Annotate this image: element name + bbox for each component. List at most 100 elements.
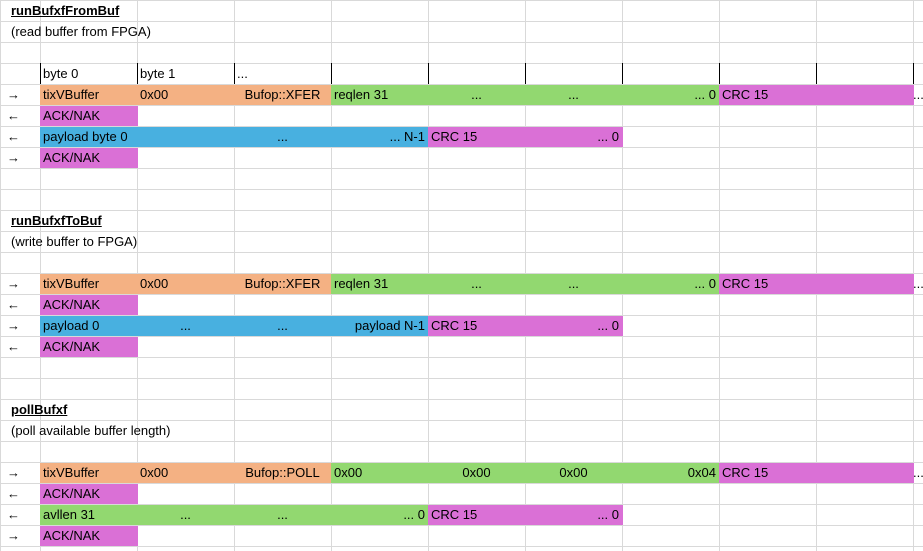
field-cell: 0x00 xyxy=(140,465,169,480)
field-cell: 0x00 xyxy=(334,465,363,480)
header-separator xyxy=(719,63,720,84)
field-cell: ACK/NAK xyxy=(43,528,101,543)
field-fill-green xyxy=(234,505,332,525)
byte-header: byte 1 xyxy=(140,66,176,81)
field-cell: 0x00 xyxy=(559,465,588,480)
field-fill-magenta xyxy=(40,148,138,168)
field-cell: tixVBuffer xyxy=(43,276,100,291)
field-fill-blue xyxy=(331,127,429,147)
direction-arrow: → xyxy=(7,150,20,165)
field-fill-orange xyxy=(137,463,235,483)
field-fill-orange xyxy=(40,85,138,105)
field-cell: 0x00 xyxy=(140,276,169,291)
field-fill-orange xyxy=(40,274,138,294)
field-fill-green xyxy=(622,274,720,294)
field-cell: ... 0 xyxy=(694,276,716,291)
field-cell: ... 0 xyxy=(597,507,619,522)
field-fill-orange xyxy=(234,463,332,483)
header-separator xyxy=(525,63,526,84)
header-separator xyxy=(234,63,235,84)
field-cell: reqlen 31 xyxy=(334,87,389,102)
field-cell: 0x04 xyxy=(687,465,716,480)
field-cell: CRC 15 xyxy=(431,507,478,522)
field-cell: CRC 15 xyxy=(722,465,769,480)
field-cell: ... xyxy=(180,318,191,333)
direction-arrow: ← xyxy=(7,297,20,312)
field-cell: ... xyxy=(471,87,482,102)
field-cell: ACK/NAK xyxy=(43,339,101,354)
header-separator xyxy=(913,63,914,84)
field-fill-green xyxy=(428,85,526,105)
header-separator xyxy=(331,63,332,84)
field-fill-magenta xyxy=(816,274,914,294)
field-fill-green xyxy=(331,85,429,105)
field-fill-magenta xyxy=(816,463,914,483)
field-fill-magenta xyxy=(40,337,138,357)
direction-arrow: → xyxy=(7,276,20,291)
field-cell: ... xyxy=(277,507,288,522)
direction-arrow: ← xyxy=(7,129,20,144)
field-cell: ... 0 xyxy=(403,507,425,522)
field-fill-green xyxy=(525,274,623,294)
field-fill-orange xyxy=(137,274,235,294)
section-title: runBufxfFromBuf xyxy=(11,3,120,18)
direction-arrow: → xyxy=(7,318,20,333)
field-cell: CRC 15 xyxy=(431,129,478,144)
field-cell: ACK/NAK xyxy=(43,108,101,123)
field-cell: ... 0 xyxy=(913,465,923,480)
field-cell: 0x00 xyxy=(140,87,169,102)
field-cell: ... 0 xyxy=(913,87,923,102)
header-separator xyxy=(428,63,429,84)
field-fill-magenta xyxy=(525,127,623,147)
direction-arrow: → xyxy=(7,528,20,543)
field-fill-blue xyxy=(40,127,138,147)
field-cell: tixVBuffer xyxy=(43,465,100,480)
direction-arrow: ← xyxy=(7,108,20,123)
field-cell: ... xyxy=(568,276,579,291)
field-fill-green xyxy=(428,274,526,294)
field-cell: CRC 15 xyxy=(431,318,478,333)
field-fill-magenta xyxy=(525,316,623,336)
field-fill-magenta xyxy=(719,85,817,105)
byte-header: ... xyxy=(237,66,248,81)
field-fill-magenta xyxy=(428,316,526,336)
field-fill-orange xyxy=(234,85,332,105)
field-fill-green xyxy=(525,85,623,105)
section-title: runBufxfToBuf xyxy=(11,213,102,228)
section-title: pollBufxf xyxy=(11,402,68,417)
field-cell: payload 0 xyxy=(43,318,100,333)
field-fill-orange xyxy=(40,463,138,483)
field-fill-green xyxy=(622,463,720,483)
direction-arrow: ← xyxy=(7,507,20,522)
field-fill-magenta xyxy=(719,463,817,483)
field-fill-magenta xyxy=(428,127,526,147)
field-fill-orange xyxy=(234,274,332,294)
field-fill-green xyxy=(622,85,720,105)
field-cell: Bufop::XFER xyxy=(244,276,321,291)
field-cell: payload N-1 xyxy=(354,318,425,333)
header-separator xyxy=(816,63,817,84)
field-fill-blue xyxy=(234,127,332,147)
field-cell: tixVBuffer xyxy=(43,87,100,102)
byte-header: byte 0 xyxy=(43,66,79,81)
field-cell: ... 0 xyxy=(597,129,619,144)
field-cell xyxy=(816,462,913,483)
field-fill-magenta xyxy=(719,274,817,294)
field-fill-orange xyxy=(137,85,235,105)
header-separator xyxy=(137,63,138,84)
field-fill-magenta xyxy=(525,505,623,525)
field-fill-green xyxy=(428,463,526,483)
section-subtitle: (poll available buffer length) xyxy=(11,423,171,438)
field-fill-green xyxy=(331,463,429,483)
field-fill-blue xyxy=(40,316,138,336)
field-fill-green xyxy=(525,463,623,483)
direction-arrow: → xyxy=(7,465,20,480)
field-fill-green xyxy=(137,505,235,525)
field-cell: ... xyxy=(568,87,579,102)
header-separator xyxy=(40,63,41,84)
header-separator xyxy=(622,63,623,84)
field-cell: ACK/NAK xyxy=(43,150,101,165)
field-cell: avllen 31 xyxy=(43,507,96,522)
field-cell: payload byte 0 xyxy=(43,129,128,144)
field-cell: ACK/NAK xyxy=(43,297,101,312)
